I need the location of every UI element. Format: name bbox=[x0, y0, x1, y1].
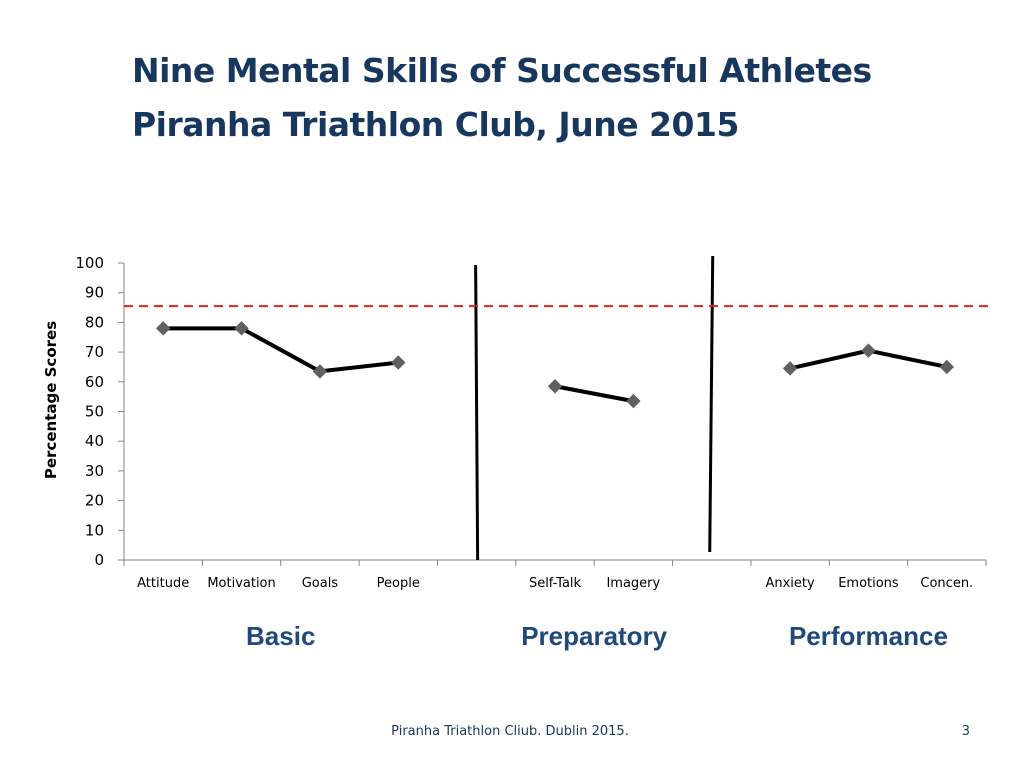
y-tick-label: 80 bbox=[85, 313, 104, 331]
x-category-label: Attitude bbox=[137, 576, 189, 591]
x-category-label: Goals bbox=[302, 576, 339, 591]
data-point-markers bbox=[155, 321, 955, 409]
data-point-marker bbox=[155, 321, 171, 336]
slide-title-line-1: Nine Mental Skills of Successful Athlete… bbox=[132, 51, 872, 90]
y-tick-label: 70 bbox=[85, 343, 104, 361]
y-tick-label: 30 bbox=[85, 462, 104, 480]
line-chart: 0 10 20 30 40 50 60 70 80 90 100 Attitude Motivatio… bbox=[42, 254, 994, 651]
data-point-marker bbox=[234, 321, 249, 336]
group-label: Basic bbox=[246, 621, 315, 651]
series-line-segment bbox=[554, 384, 634, 404]
group-divider-line bbox=[474, 264, 480, 561]
data-point-marker bbox=[391, 355, 406, 370]
group-label: Performance bbox=[789, 621, 948, 651]
page-number: 3 bbox=[961, 724, 970, 739]
y-tick-label: 20 bbox=[85, 492, 104, 510]
y-tick-labels: 0 10 20 30 40 50 60 70 80 90 100 bbox=[75, 254, 104, 569]
x-category-label: Motivation bbox=[207, 576, 275, 591]
y-tick-label: 100 bbox=[75, 254, 104, 272]
y-tick-label: 40 bbox=[85, 432, 104, 450]
series-line-segment bbox=[163, 326, 399, 374]
chart-axes bbox=[118, 262, 987, 566]
y-tick-label: 0 bbox=[94, 551, 104, 569]
x-category-label: Emotions bbox=[838, 576, 899, 591]
group-divider-line bbox=[708, 255, 715, 553]
group-label: Preparatory bbox=[521, 621, 667, 651]
data-point-marker bbox=[939, 359, 955, 375]
x-category-label: Anxiety bbox=[765, 576, 815, 591]
group-labels: Basic Preparatory Performance bbox=[246, 621, 948, 651]
data-point-marker bbox=[861, 343, 876, 358]
slide-footer: Piranha Triathlon Cliub. Dublin 2015. bbox=[391, 724, 629, 739]
x-category-label: Self-Talk bbox=[529, 576, 582, 591]
y-tick-label: 60 bbox=[85, 373, 104, 391]
x-category-label: People bbox=[377, 576, 420, 591]
group-dividers bbox=[474, 255, 715, 561]
data-point-marker bbox=[626, 393, 641, 409]
y-tick-label: 10 bbox=[85, 521, 104, 539]
data-point-marker bbox=[312, 364, 328, 379]
x-category-label: Concen. bbox=[920, 576, 973, 591]
data-point-marker bbox=[782, 361, 798, 376]
x-category-label: Imagery bbox=[606, 576, 660, 591]
slide-title-line-2: Piranha Triathlon Club, June 2015 bbox=[132, 105, 739, 144]
y-tick-label: 50 bbox=[85, 403, 104, 421]
data-point-marker bbox=[547, 379, 563, 394]
slide-title: Nine Mental Skills of Successful Athlete… bbox=[132, 44, 992, 152]
y-axis-title: Percentage Scores bbox=[42, 321, 60, 479]
y-tick-label: 90 bbox=[85, 284, 104, 302]
x-category-labels: Attitude Motivation Goals People Self-Talk Im… bbox=[137, 576, 973, 591]
